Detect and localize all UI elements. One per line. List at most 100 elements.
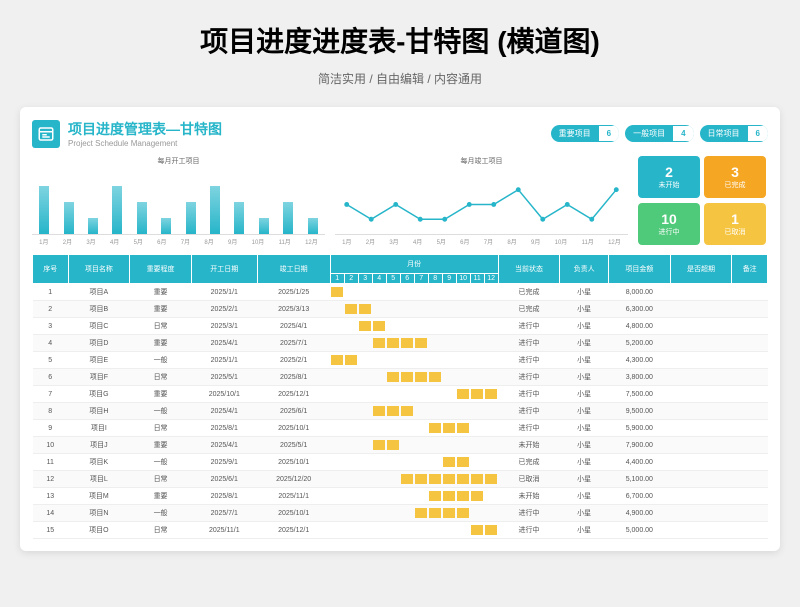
gantt-cell — [414, 284, 428, 301]
gantt-bar — [373, 338, 385, 348]
cell-note — [732, 471, 768, 488]
table-row: 11项目K一般2025/9/12025/10/1已完成小星4,400.00 — [33, 454, 768, 471]
gantt-cell — [386, 471, 400, 488]
gantt-bar — [457, 423, 469, 433]
cell-end: 2025/8/1 — [257, 369, 330, 386]
cell-no: 4 — [33, 335, 69, 352]
gantt-bar — [457, 491, 469, 501]
gantt-bar — [373, 321, 385, 331]
cell-owner: 小星 — [560, 301, 609, 318]
cell-end: 2025/4/1 — [257, 318, 330, 335]
axis-label: 3月 — [86, 237, 95, 246]
gantt-bar — [457, 508, 469, 518]
cell-start: 2025/9/1 — [191, 454, 257, 471]
cell-start: 2025/2/1 — [191, 301, 257, 318]
bar — [161, 218, 171, 234]
cell-note — [732, 437, 768, 454]
gantt-cell — [428, 335, 442, 352]
cell-status: 进行中 — [498, 369, 560, 386]
gantt-cell — [400, 352, 414, 369]
cell-priority: 日常 — [130, 369, 192, 386]
gantt-cell — [330, 318, 344, 335]
cell-name: 项目L — [68, 471, 130, 488]
gantt-cell — [484, 301, 498, 318]
cell-no: 5 — [33, 352, 69, 369]
line-chart: 每月竣工项目 1月2月3月4月5月6月7月8月9月10月11月12月 — [335, 156, 628, 246]
gantt-cell — [344, 437, 358, 454]
gantt-cell — [442, 505, 456, 522]
gantt-cell — [358, 437, 372, 454]
gantt-cell — [330, 369, 344, 386]
cell-overdue — [670, 352, 732, 369]
cell-name: 项目E — [68, 352, 130, 369]
gantt-cell — [330, 488, 344, 505]
cell-no: 9 — [33, 420, 69, 437]
gantt-cell — [414, 403, 428, 420]
gantt-cell — [428, 505, 442, 522]
bar — [64, 202, 74, 234]
cell-name: 项目M — [68, 488, 130, 505]
gantt-cell — [470, 488, 484, 505]
cell-name: 项目D — [68, 335, 130, 352]
gantt-cell — [456, 454, 470, 471]
column-header: 月份 — [330, 255, 498, 274]
gantt-cell — [470, 386, 484, 403]
gantt-cell — [470, 522, 484, 539]
cell-status: 进行中 — [498, 352, 560, 369]
gantt-cell — [414, 437, 428, 454]
gantt-bar — [457, 474, 469, 484]
cell-owner: 小星 — [560, 437, 609, 454]
gantt-cell — [456, 471, 470, 488]
gantt-cell — [400, 488, 414, 505]
gantt-cell — [470, 505, 484, 522]
gantt-cell — [358, 505, 372, 522]
table-row: 13项目M重要2025/8/12025/11/1未开始小星6,700.00 — [33, 488, 768, 505]
gantt-bar — [401, 372, 413, 382]
month-header: 2 — [344, 274, 358, 284]
axis-label: 2月 — [366, 237, 375, 246]
axis-label: 6月 — [460, 237, 469, 246]
table-row: 10项目J重要2025/4/12025/5/1未开始小星7,900.00 — [33, 437, 768, 454]
bar — [39, 186, 49, 234]
gantt-cell — [442, 471, 456, 488]
bar — [137, 202, 147, 234]
stat-number: 1 — [731, 211, 739, 227]
axis-label: 1月 — [39, 237, 48, 246]
cell-note — [732, 522, 768, 539]
gantt-cell — [484, 403, 498, 420]
cell-status: 进行中 — [498, 386, 560, 403]
gantt-bar — [429, 474, 441, 484]
bar — [88, 218, 98, 234]
gantt-cell — [386, 301, 400, 318]
gantt-cell — [344, 335, 358, 352]
cell-no: 14 — [33, 505, 69, 522]
gantt-cell — [456, 335, 470, 352]
gantt-bar — [359, 321, 371, 331]
badge: 一般项目4 — [625, 125, 693, 142]
bar — [283, 202, 293, 234]
gantt-bar — [471, 474, 483, 484]
badge: 重要项目6 — [551, 125, 619, 142]
gantt-cell — [442, 352, 456, 369]
gantt-cell — [400, 369, 414, 386]
gantt-cell — [484, 454, 498, 471]
cell-amount: 7,900.00 — [608, 437, 670, 454]
cell-status: 进行中 — [498, 318, 560, 335]
gantt-cell — [372, 301, 386, 318]
cell-amount: 5,900.00 — [608, 420, 670, 437]
gantt-cell — [442, 369, 456, 386]
axis-label: 7月 — [484, 237, 493, 246]
cell-amount: 3,800.00 — [608, 369, 670, 386]
gantt-cell — [470, 471, 484, 488]
gantt-cell — [372, 352, 386, 369]
gantt-cell — [386, 420, 400, 437]
cell-owner: 小星 — [560, 454, 609, 471]
cell-note — [732, 505, 768, 522]
gantt-cell — [428, 284, 442, 301]
axis-label: 4月 — [110, 237, 119, 246]
spreadsheet: 项目进度管理表—甘特图 Project Schedule Management … — [20, 107, 780, 551]
gantt-bar — [471, 491, 483, 501]
cell-overdue — [670, 369, 732, 386]
cell-name: 项目N — [68, 505, 130, 522]
gantt-cell — [386, 505, 400, 522]
